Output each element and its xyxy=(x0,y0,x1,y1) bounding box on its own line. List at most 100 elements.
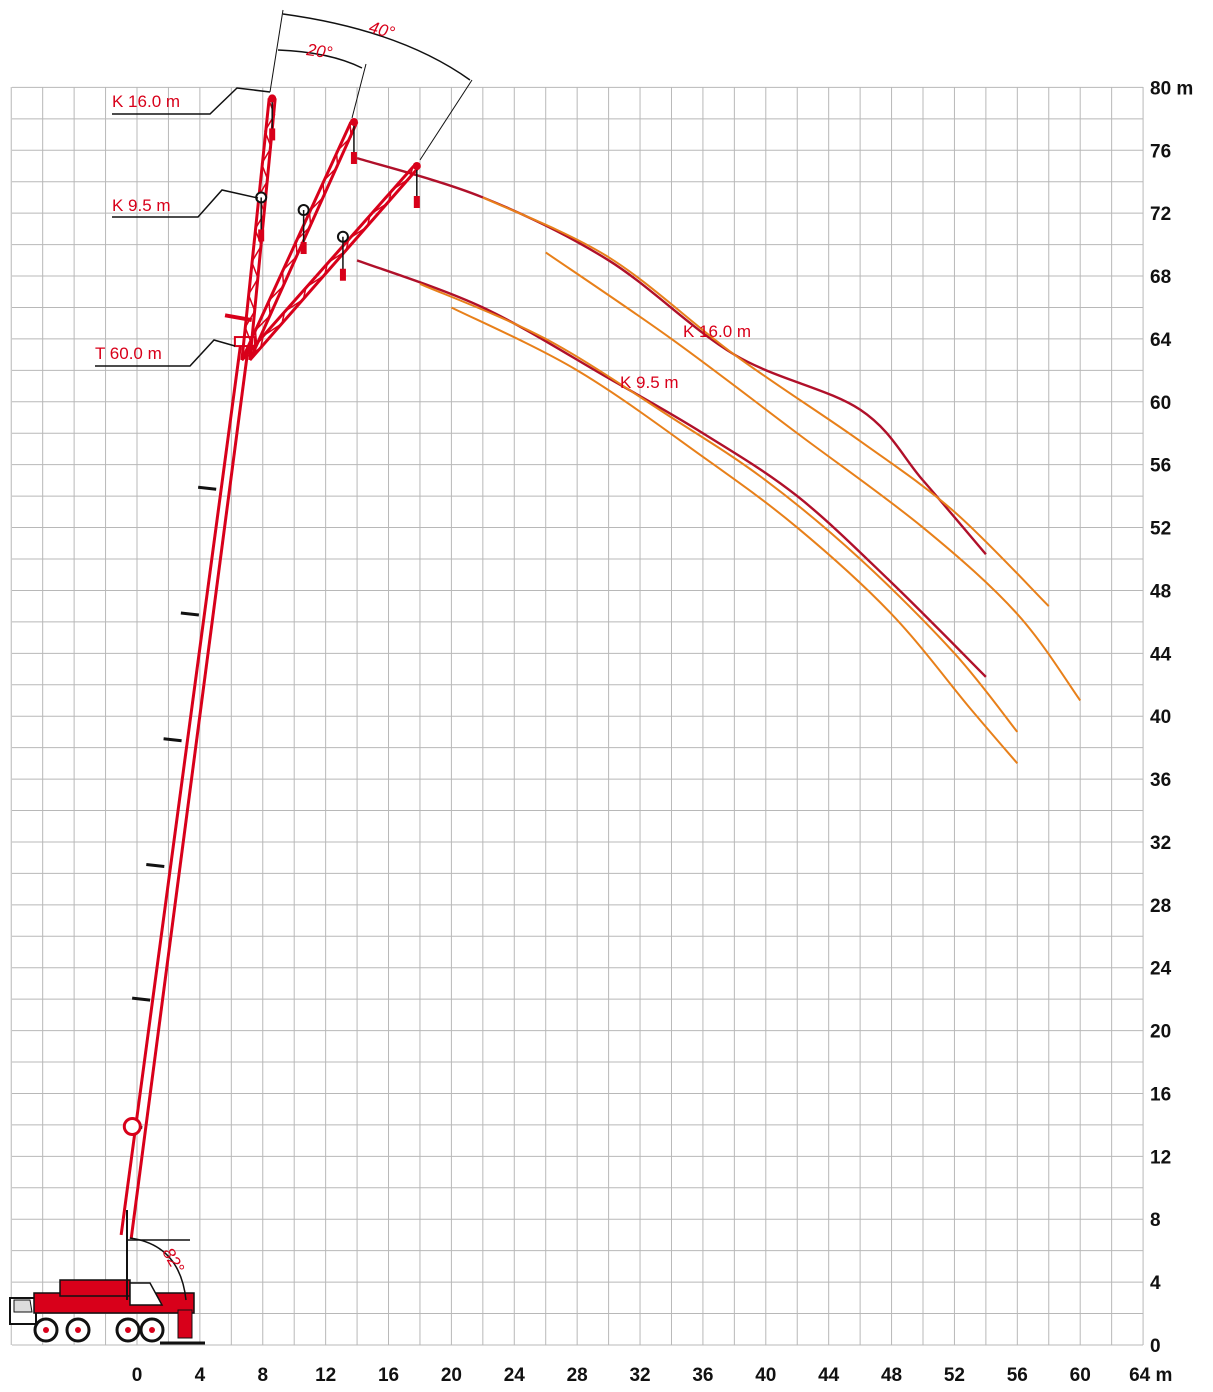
jib-lattice xyxy=(241,165,414,361)
operator-cab xyxy=(129,1282,164,1306)
label-k16-left: K 16.0 m xyxy=(112,92,180,111)
telescope-boom-right xyxy=(129,341,251,1240)
y-tick-label: 48 xyxy=(1150,581,1171,602)
y-tick-label: 72 xyxy=(1150,204,1171,225)
y-tick-label: 0 xyxy=(1150,1336,1161,1357)
angle-20-ref-line xyxy=(351,63,367,119)
x-tick-label: 0 xyxy=(132,1365,143,1386)
jib-tip xyxy=(412,162,421,170)
angle-label-82: 82° xyxy=(159,1245,188,1277)
boom-pulley xyxy=(122,1116,142,1136)
x-tick-label: 12 xyxy=(315,1365,336,1386)
grid xyxy=(10,86,1144,1346)
jib-strut xyxy=(224,313,253,323)
y-tick-label: 20 xyxy=(1150,1022,1171,1043)
x-tick-label: 56 xyxy=(1007,1365,1028,1386)
telescope-collar xyxy=(146,863,165,869)
hook-block xyxy=(350,151,357,164)
angle-arc-82 xyxy=(129,1237,187,1301)
leader-k95 xyxy=(112,189,259,218)
annotations xyxy=(95,9,473,1301)
angle-arc-40 xyxy=(282,13,471,81)
x-tick-label: 20 xyxy=(441,1365,462,1386)
y-tick-label: 56 xyxy=(1150,456,1171,477)
telescope-boom-left xyxy=(119,341,243,1236)
x-tick-label: 52 xyxy=(944,1365,965,1386)
angle-40-ref-line xyxy=(269,9,284,93)
outrigger xyxy=(177,1309,193,1339)
x-tick-label: 28 xyxy=(567,1365,588,1386)
y-tick-label: 24 xyxy=(1150,959,1172,980)
y-tick-label: 52 xyxy=(1150,519,1171,540)
angle-40-ref-line xyxy=(419,79,473,161)
hook-block xyxy=(300,242,307,255)
jib-k16-k16_40deg-chord xyxy=(248,165,421,362)
reach-curve-k95-orange-5 xyxy=(450,306,1019,765)
x-tick-label: 24 xyxy=(504,1365,526,1386)
jib-lattice xyxy=(241,98,276,361)
reach-curve-k16-orange-1 xyxy=(482,196,1050,607)
label-t60-left: T 60.0 m xyxy=(95,344,162,363)
y-tick-label: 68 xyxy=(1150,267,1171,288)
hook-block xyxy=(339,268,346,281)
x-tick-label: 44 xyxy=(818,1365,840,1386)
hook-block xyxy=(413,196,420,208)
y-tick-label: 80 m xyxy=(1150,78,1193,99)
crane-boom xyxy=(119,94,421,1240)
y-tick-label: 60 xyxy=(1150,393,1171,414)
y-tick-label: 8 xyxy=(1150,1210,1161,1231)
x-axis-ticks: 0 4 8 12 16 20 24 28 32 36 40 44 48 52 56 60 64 m xyxy=(132,1365,1173,1386)
telescope-collar xyxy=(163,737,182,743)
telescope-collar xyxy=(131,996,151,1002)
y-tick-label: 16 xyxy=(1150,1084,1171,1105)
y-tick-label: 40 xyxy=(1150,707,1171,728)
wheel-hub xyxy=(149,1327,155,1333)
angle-arc-20 xyxy=(277,49,363,69)
x-tick-label: 4 xyxy=(195,1365,206,1386)
angle-label-40: 40° xyxy=(367,18,397,43)
label-k95-curve: K 9.5 m xyxy=(620,373,679,392)
telescope-collar xyxy=(180,611,200,617)
crane-carrier-truck xyxy=(9,1210,205,1345)
x-tick-label: 48 xyxy=(881,1365,902,1386)
x-tick-label: 60 xyxy=(1070,1365,1091,1386)
wheel-hub xyxy=(75,1327,81,1333)
jib-k16-k16_0deg-chord xyxy=(248,98,277,361)
label-k16-curve: K 16.0 m xyxy=(683,322,751,341)
angle-label-20: 20° xyxy=(304,40,333,63)
y-tick-label: 36 xyxy=(1150,770,1171,791)
jib-lattice xyxy=(241,121,352,361)
x-tick-label: 8 xyxy=(257,1365,268,1386)
leader-k16 xyxy=(112,87,271,115)
y-tick-label: 76 xyxy=(1150,141,1171,162)
reach-curve-k95-orange-4 xyxy=(419,282,1019,733)
x-tick-label: 64 m xyxy=(1129,1365,1172,1386)
superstructure xyxy=(59,1279,131,1297)
reach-curves xyxy=(356,156,1082,765)
y-tick-label: 32 xyxy=(1150,833,1171,854)
x-tick-label: 40 xyxy=(755,1365,776,1386)
reach-curve-k95-dark-3 xyxy=(356,259,987,678)
reach-curve-k16-dark-0 xyxy=(356,156,987,556)
x-tick-label: 36 xyxy=(692,1365,713,1386)
jib-tip xyxy=(268,94,277,103)
leader-t60 xyxy=(95,339,236,367)
x-tick-label: 32 xyxy=(629,1365,650,1386)
x-tick-label: 16 xyxy=(378,1365,399,1386)
reach-curve-k16-orange-2 xyxy=(545,251,1082,702)
wheel-hub xyxy=(125,1327,131,1333)
y-axis-ticks: 048121620242832364044485256606468727680 … xyxy=(1150,78,1193,1357)
jib-tip xyxy=(349,117,358,126)
y-tick-label: 28 xyxy=(1150,896,1171,917)
y-tick-label: 64 xyxy=(1150,330,1172,351)
label-k95-left: K 9.5 m xyxy=(112,196,171,215)
wheel-hub xyxy=(43,1327,49,1333)
telescope-collar xyxy=(198,485,217,491)
hook-block xyxy=(258,229,265,242)
y-tick-label: 44 xyxy=(1150,644,1172,665)
hook-block xyxy=(269,128,276,141)
y-tick-label: 4 xyxy=(1150,1273,1161,1294)
truck-cab-window xyxy=(13,1299,33,1313)
y-tick-label: 12 xyxy=(1150,1147,1171,1168)
